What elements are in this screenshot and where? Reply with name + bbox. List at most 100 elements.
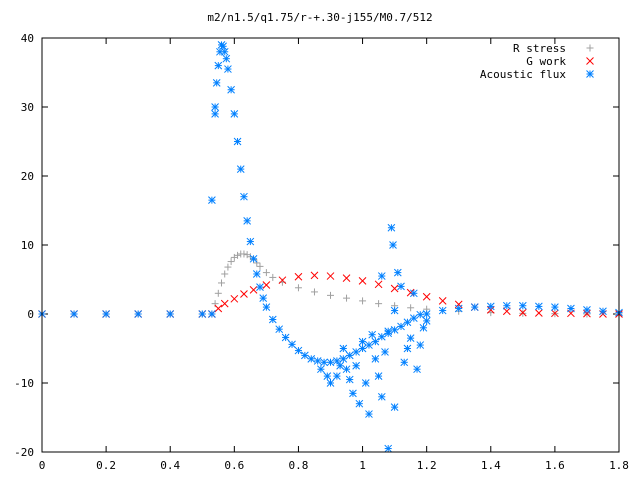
data-point — [70, 310, 78, 318]
data-point — [406, 334, 415, 343]
data-point — [256, 283, 264, 291]
data-point — [240, 250, 248, 258]
data-point — [407, 304, 415, 312]
data-point — [345, 375, 354, 384]
data-point — [252, 270, 261, 278]
data-point — [307, 354, 316, 363]
x-tick-label: 1.2 — [417, 459, 437, 472]
data-point — [438, 297, 447, 305]
data-point — [377, 332, 386, 341]
data-point — [333, 357, 341, 365]
data-point — [327, 291, 334, 299]
data-point — [222, 54, 231, 63]
data-point — [409, 289, 418, 298]
data-point — [377, 272, 386, 280]
data-point — [349, 389, 357, 398]
axes: 0 0.2 0.4 0.6 0.8 1 1.2 1.4 1.6 1.8 -20 -10 0 10 20 30 4… — [14, 32, 629, 472]
data-point — [389, 241, 397, 249]
x-tick-label: 0.4 — [160, 459, 180, 472]
data-point — [583, 309, 591, 318]
data-point — [365, 341, 373, 349]
series-r-stress — [38, 250, 623, 318]
x-tick-label: 0.2 — [96, 459, 116, 472]
data-point — [323, 372, 332, 380]
data-point — [419, 323, 428, 332]
legend-marker — [586, 57, 594, 65]
data-point — [502, 307, 511, 316]
y-tick-label: 40 — [21, 32, 34, 45]
data-point — [583, 306, 591, 314]
data-point — [281, 333, 290, 342]
data-point — [224, 65, 232, 73]
data-point — [269, 273, 277, 281]
data-point — [397, 282, 405, 291]
data-point — [166, 310, 175, 318]
data-point — [219, 42, 227, 51]
data-point — [377, 392, 386, 401]
data-point — [220, 299, 229, 308]
data-point — [198, 310, 207, 318]
data-point — [390, 306, 399, 315]
data-point — [416, 310, 425, 319]
data-point — [365, 410, 373, 418]
data-point — [211, 110, 219, 118]
data-point — [246, 237, 255, 246]
data-point — [240, 290, 248, 298]
data-point — [393, 268, 402, 277]
data-point — [551, 303, 559, 311]
data-point — [502, 301, 511, 310]
data-point — [275, 325, 284, 334]
data-point — [214, 304, 223, 313]
data-point — [313, 357, 322, 365]
data-point — [234, 251, 242, 259]
data-point — [224, 263, 232, 271]
y-tick-label: 30 — [21, 101, 34, 114]
data-point — [212, 78, 221, 87]
data-point — [381, 348, 389, 356]
data-point — [240, 192, 248, 201]
plot-frame — [41, 37, 620, 453]
data-points — [38, 41, 623, 453]
x-tick-label: 0.8 — [289, 459, 309, 472]
data-point — [358, 337, 367, 346]
data-point — [326, 358, 335, 367]
y-tick-label: -10 — [14, 377, 34, 390]
data-point — [320, 358, 328, 367]
data-point — [278, 276, 287, 285]
x-tick-label: 1.6 — [545, 459, 565, 472]
data-point — [518, 308, 527, 317]
data-point — [422, 310, 431, 318]
data-point — [236, 165, 245, 173]
data-point — [326, 272, 335, 280]
data-point — [403, 344, 412, 353]
data-point — [310, 271, 319, 280]
data-point — [535, 302, 543, 311]
legend-label: Acoustic flux — [480, 68, 566, 81]
data-point — [220, 47, 229, 56]
data-point — [288, 340, 296, 349]
x-tick-label: 0 — [39, 459, 46, 472]
x-tick-label: 1.4 — [481, 459, 501, 472]
data-point — [218, 279, 226, 287]
data-point — [211, 300, 219, 308]
data-point — [438, 306, 447, 315]
data-point — [371, 337, 380, 346]
data-point — [208, 196, 216, 205]
data-point — [413, 365, 421, 374]
data-point — [221, 270, 229, 278]
data-point — [310, 288, 318, 296]
data-point — [214, 61, 223, 70]
y-tick-label: -20 — [14, 446, 34, 459]
data-point — [470, 303, 479, 311]
chart-title: m2/n1.5/q1.75/r-+.30-j155/M0.7/512 — [207, 11, 432, 24]
data-point — [361, 379, 370, 387]
data-point — [317, 365, 325, 374]
data-point — [397, 322, 405, 331]
data-point — [358, 277, 367, 285]
y-tick-label: 0 — [27, 308, 34, 321]
data-point — [227, 85, 235, 94]
data-point — [294, 284, 302, 292]
data-point — [352, 361, 360, 370]
